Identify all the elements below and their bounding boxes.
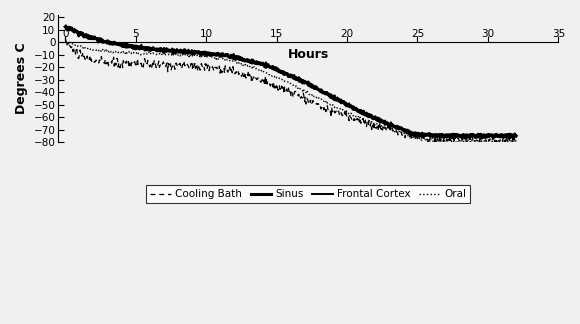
Legend: Cooling Bath, Sinus, Frontal Cortex, Oral: Cooling Bath, Sinus, Frontal Cortex, Ora… — [146, 185, 470, 203]
Y-axis label: Degrees C: Degrees C — [15, 43, 28, 114]
X-axis label: Hours: Hours — [288, 48, 329, 61]
